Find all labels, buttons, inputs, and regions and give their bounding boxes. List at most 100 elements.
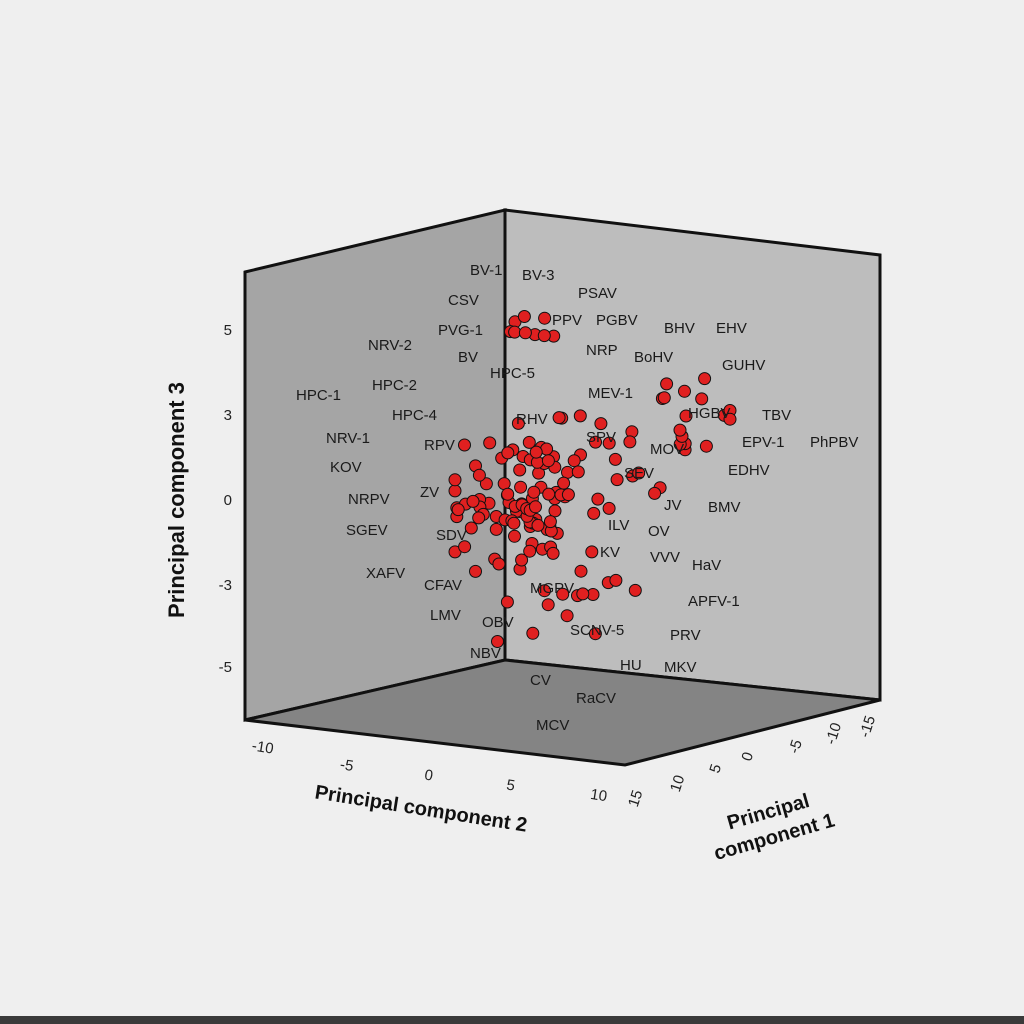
scatter-point — [576, 587, 590, 601]
scatter-point — [679, 409, 693, 423]
point-label: RPV — [424, 437, 455, 454]
scatter-point — [561, 465, 574, 479]
point-label: XAFV — [366, 565, 405, 582]
scatter-point — [699, 439, 713, 453]
x-tick-label: -10 — [822, 721, 845, 747]
point-label: HPC-4 — [392, 407, 437, 424]
scatter-point — [608, 452, 622, 466]
z-tick-label: -5 — [219, 659, 232, 676]
scatter-point — [483, 436, 497, 450]
scatter-point — [527, 485, 541, 499]
scatter-point — [492, 557, 506, 571]
window-bottom-edge — [0, 1016, 1024, 1024]
scatter-point — [538, 584, 551, 598]
scatter-point — [489, 522, 503, 536]
point-label: HPC-2 — [372, 377, 417, 394]
scatter-point — [464, 521, 478, 535]
scatter-point — [511, 416, 525, 430]
scatter-point — [602, 501, 616, 515]
scatter-point — [698, 372, 712, 386]
point-label: LMV — [430, 607, 461, 624]
scatter-point — [472, 511, 486, 525]
y-tick-label: -5 — [339, 756, 355, 775]
point-label: CSV — [448, 292, 479, 309]
scatter-point — [587, 506, 601, 520]
x-tick-label: 5 — [706, 762, 725, 775]
scatter-point — [573, 409, 587, 423]
scatter-point — [448, 473, 462, 487]
z-tick-label: 5 — [224, 322, 232, 339]
point-label: HPC-5 — [490, 365, 535, 382]
scatter-point — [561, 488, 575, 502]
point-label: HGBV — [688, 405, 731, 422]
point-label: EDHV — [728, 462, 770, 479]
point-label: MKV — [664, 659, 697, 676]
z-tick-label: 3 — [224, 407, 232, 424]
scatter-point — [546, 546, 560, 560]
scatter-point — [458, 540, 472, 554]
scatter-point — [529, 500, 542, 514]
scatter-point — [472, 468, 486, 482]
scatter-point — [571, 465, 585, 479]
scatter-point — [628, 583, 642, 597]
scatter-point — [458, 438, 471, 452]
data-points — [448, 310, 737, 648]
point-label: JV — [664, 497, 682, 514]
scatter-point — [541, 598, 555, 612]
x-tick-label: -5 — [786, 738, 806, 756]
scatter-point — [491, 635, 504, 648]
y-tick-label: 5 — [505, 777, 516, 795]
point-label: APFV-1 — [688, 593, 740, 610]
point-label: PRV — [670, 627, 701, 644]
point-label: PhPBV — [810, 434, 858, 451]
scatter-point — [557, 476, 571, 490]
x-tick-label: -15 — [856, 714, 879, 740]
point-label: PVG-1 — [438, 322, 483, 339]
point-label: CV — [530, 672, 551, 689]
scatter-point — [556, 587, 570, 601]
point-label: MEV-1 — [588, 385, 633, 402]
scatter-point — [588, 627, 602, 641]
scatter-point — [451, 503, 465, 517]
point-label: PSAV — [578, 285, 617, 302]
z-axis-title: Principal component 3 — [164, 382, 189, 618]
scatter-point — [538, 311, 552, 325]
scatter-point — [660, 377, 674, 391]
point-label: MOV — [650, 441, 684, 458]
point-label: EPV-1 — [742, 434, 785, 451]
point-label: BMV — [708, 499, 741, 516]
point-label: BV — [458, 349, 478, 366]
floor-wall — [244, 658, 881, 767]
y-tick-label: 0 — [423, 767, 434, 785]
scatter-point — [513, 463, 527, 477]
scatter-point — [723, 412, 737, 426]
point-label: BoHV — [634, 349, 673, 366]
point-label: MGPV — [530, 580, 574, 597]
point-label: SDV — [436, 527, 467, 544]
scatter-point — [552, 411, 566, 425]
plot-box-back-walls — [243, 208, 882, 767]
point-label: HU — [620, 657, 642, 674]
y-tick-label: -10 — [251, 737, 275, 757]
x-tick-label: 0 — [738, 750, 757, 763]
scatter-point — [518, 326, 532, 340]
point-label: NBV — [470, 645, 501, 662]
point-label: BHV — [664, 320, 695, 337]
scatter-point — [541, 454, 555, 468]
point-label: NRPV — [348, 491, 390, 508]
scatter-point — [501, 446, 515, 460]
scatter-point — [542, 487, 556, 501]
y-axis-title: Principal component 2 — [313, 781, 528, 836]
x-tick-label: 15 — [625, 788, 646, 809]
scatter-point — [508, 325, 522, 339]
scatter-point — [522, 435, 536, 449]
point-label: VVV — [650, 549, 680, 566]
scatter-point — [523, 544, 537, 558]
point-label: GUHV — [722, 357, 765, 374]
scatter-point — [531, 518, 545, 532]
scatter-point — [609, 573, 623, 587]
scatter-point — [585, 545, 599, 559]
point-label: CFAV — [424, 577, 462, 594]
